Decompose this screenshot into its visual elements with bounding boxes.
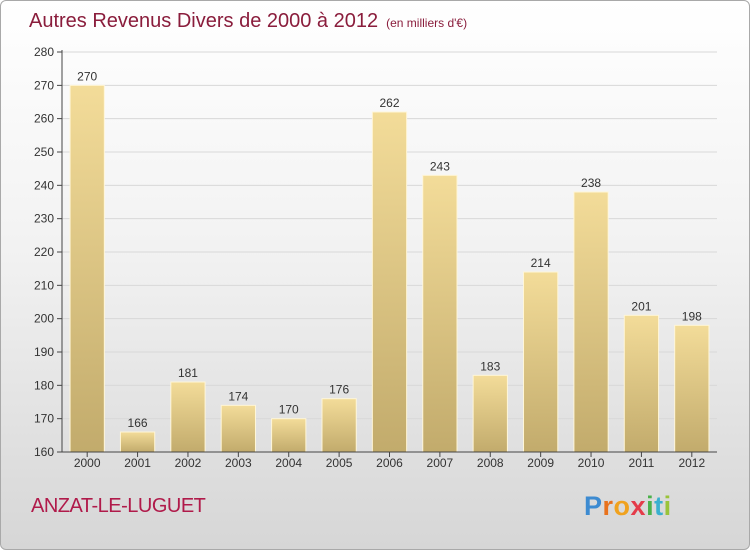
bar-value-label: 181 <box>178 366 198 380</box>
y-tick-label: 170 <box>34 412 54 426</box>
chart-title: Autres Revenus Divers de 2000 à 2012 (en … <box>29 10 467 33</box>
x-tick-label: 2009 <box>527 456 554 470</box>
x-tick-label: 2008 <box>477 456 504 470</box>
bar <box>623 314 660 453</box>
y-tick-label: 200 <box>34 312 54 326</box>
y-tick-label: 270 <box>34 78 54 92</box>
x-tick-label: 2012 <box>678 456 705 470</box>
bar-value-label: 176 <box>329 383 349 397</box>
x-tick-label: 2011 <box>629 456 655 470</box>
y-tick-label: 210 <box>34 278 54 292</box>
x-tick-label: 2005 <box>326 456 353 470</box>
y-tick-label: 160 <box>34 445 54 459</box>
bar <box>422 174 458 453</box>
bar <box>321 398 357 453</box>
bar <box>271 418 307 453</box>
bar-value-label: 270 <box>77 69 97 83</box>
logo-letter: t <box>654 491 664 521</box>
logo-letter: i <box>663 491 672 521</box>
y-tick-label: 250 <box>34 145 54 159</box>
bar <box>220 404 256 453</box>
bar <box>573 191 609 453</box>
x-tick-label: 2001 <box>124 456 151 470</box>
bar-value-label: 198 <box>682 309 702 323</box>
logo-letter: x <box>630 491 647 521</box>
y-tick-label: 230 <box>34 212 54 226</box>
bar <box>69 84 105 453</box>
y-tick-label: 280 <box>34 45 54 59</box>
y-tick-label: 260 <box>34 112 54 126</box>
bar <box>170 381 206 453</box>
bar-value-label: 174 <box>228 389 248 403</box>
bar-value-label: 166 <box>128 416 148 430</box>
bar-value-label: 170 <box>279 403 299 417</box>
x-tick-label: 2007 <box>427 456 454 470</box>
bar-value-label: 214 <box>531 256 551 270</box>
bar-value-label: 238 <box>581 176 601 190</box>
bar-value-label: 262 <box>379 96 399 110</box>
y-tick-label: 220 <box>34 245 54 259</box>
bar-value-label: 201 <box>631 299 651 313</box>
bar-value-label: 243 <box>430 159 450 173</box>
chart-title-unit: (en milliers d'€) <box>386 16 468 30</box>
bar <box>472 374 508 453</box>
x-tick-label: 2003 <box>225 456 252 470</box>
y-tick-label: 190 <box>34 345 54 359</box>
bar <box>119 431 156 453</box>
y-tick-label: 180 <box>34 378 54 392</box>
x-tick-label: 2000 <box>74 456 101 470</box>
x-tick-label: 2004 <box>275 456 302 470</box>
chart-title-main: Autres Revenus Divers de 2000 à 2012 <box>29 10 379 32</box>
logo-letter: r <box>602 491 614 521</box>
y-tick-label: 240 <box>34 178 54 192</box>
logo-letter: i <box>646 491 655 521</box>
bar <box>523 271 559 453</box>
x-tick-label: 2010 <box>578 456 605 470</box>
commune-name: ANZAT-LE-LUGUET <box>31 495 206 517</box>
bar-value-label: 183 <box>480 359 500 373</box>
proxiti-logo: Proxiti <box>584 491 672 522</box>
bar <box>674 324 710 453</box>
logo-letter: o <box>613 491 631 521</box>
bar <box>371 111 408 453</box>
logo-letter: P <box>584 491 603 521</box>
x-tick-label: 2002 <box>175 456 202 470</box>
x-tick-label: 2006 <box>376 456 403 470</box>
